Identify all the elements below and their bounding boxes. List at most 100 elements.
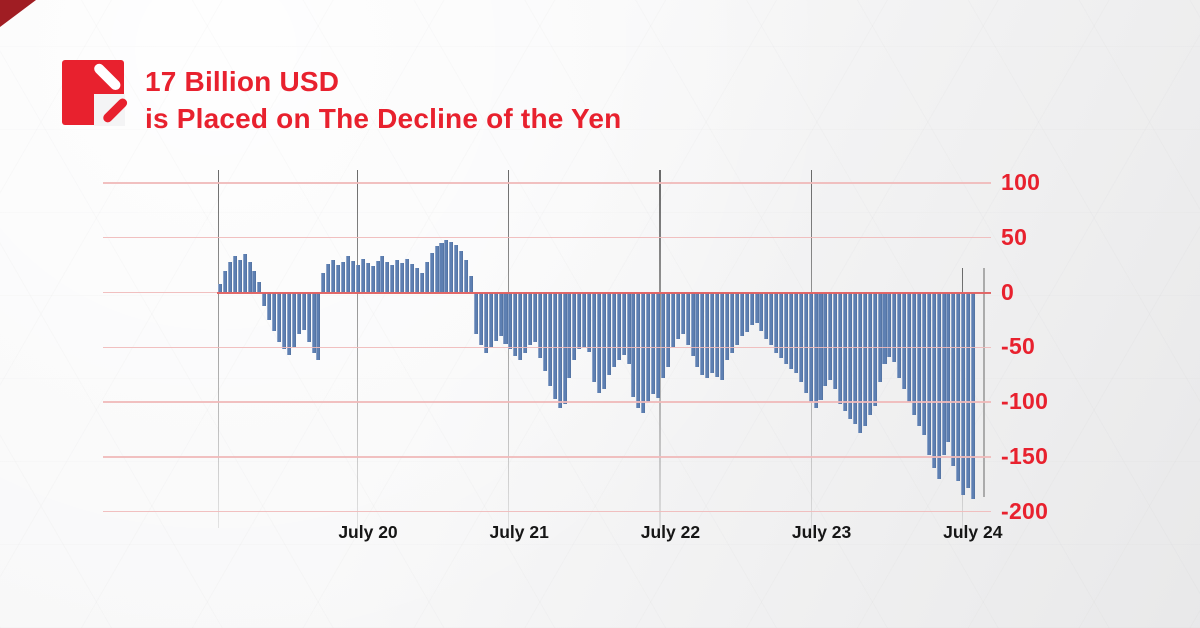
y-axis-tick-label: -150 (1001, 442, 1049, 469)
data-bar (912, 292, 917, 416)
y-gridline (103, 182, 991, 184)
data-bar (336, 265, 341, 293)
x-axis-tick-label: July 22 (640, 522, 701, 542)
data-bar (577, 292, 582, 350)
data-bar (759, 292, 764, 331)
data-bar (793, 292, 798, 373)
data-bar (419, 272, 424, 293)
data-bar (518, 292, 523, 361)
x-axis-tick-label: July 24 (943, 522, 1003, 542)
data-bar (734, 292, 739, 346)
data-bar (862, 292, 867, 427)
data-bar (779, 292, 784, 359)
y-gridline (103, 236, 991, 239)
data-bar (798, 292, 803, 383)
data-bar (724, 292, 729, 361)
data-bar (557, 292, 562, 408)
y-gridline (103, 456, 991, 458)
data-bar (611, 292, 616, 368)
data-bar (547, 292, 552, 386)
data-bar (877, 292, 882, 383)
data-bar (306, 292, 311, 342)
data-bar (528, 292, 533, 346)
y-axis-tick-label: 50 (1001, 223, 1028, 250)
data-bar (409, 264, 414, 293)
data-bar (267, 292, 272, 320)
data-bar (345, 256, 350, 293)
data-bar (400, 262, 405, 293)
data-bar (720, 292, 725, 381)
data-bar (769, 292, 774, 346)
data-bar (636, 292, 641, 408)
data-bar (454, 245, 459, 293)
data-bar (872, 292, 877, 407)
data-bar (616, 292, 621, 361)
data-bar (641, 292, 646, 414)
data-bar (700, 292, 705, 375)
data-bar (902, 292, 907, 389)
data-bar (296, 292, 301, 335)
data-bar (695, 292, 700, 368)
data-bar (788, 292, 793, 370)
data-bar (705, 292, 710, 378)
data-bar (660, 292, 666, 378)
data-bar (784, 292, 789, 364)
data-bar (434, 246, 439, 293)
day-gridline (217, 170, 219, 528)
data-bar (331, 259, 336, 293)
data-bar (291, 292, 296, 348)
data-bar (385, 261, 390, 293)
y-gridline (103, 510, 991, 513)
data-bar (651, 292, 656, 395)
y-axis-tick-label: 100 (1001, 168, 1041, 195)
data-bar (813, 292, 818, 408)
x-axis-tick-label: July 21 (489, 522, 549, 542)
data-bar (355, 265, 360, 293)
data-bar (715, 292, 720, 377)
data-bar (360, 258, 365, 293)
headline-line-1: 17 Billion USD (145, 66, 340, 97)
x-axis-tick-label: July 23 (791, 522, 852, 542)
data-bar (572, 292, 577, 361)
data-bar (803, 292, 808, 394)
data-bar (956, 292, 961, 481)
data-bar (961, 292, 966, 496)
data-bar (262, 292, 267, 306)
data-bar (227, 261, 232, 293)
y-gridline (103, 346, 991, 349)
data-bar (946, 292, 951, 442)
data-bar (665, 292, 670, 368)
data-bar (488, 292, 493, 348)
data-bar (897, 292, 902, 378)
data-bar (966, 292, 971, 488)
data-bar (542, 292, 547, 372)
data-bar (414, 268, 419, 293)
y-axis-tick-label: -50 (1001, 333, 1036, 360)
data-bar (429, 253, 434, 293)
data-bar (533, 292, 538, 342)
data-bar (582, 292, 587, 348)
data-bar (272, 292, 277, 331)
data-bar (587, 292, 592, 352)
data-bar (921, 292, 926, 435)
data-bar (567, 292, 572, 378)
data-bar (301, 292, 306, 330)
data-bar (405, 258, 410, 293)
data-bar (670, 292, 675, 348)
data-bar (936, 292, 941, 479)
data-bar (365, 262, 370, 293)
data-bar (459, 250, 464, 293)
data-bar (749, 292, 754, 326)
data-bar (478, 292, 483, 346)
data-bar (562, 292, 567, 405)
y-axis-tick-label: 0 (1001, 278, 1015, 305)
data-bar (311, 292, 316, 353)
data-bar (729, 292, 734, 353)
data-bar (326, 264, 331, 293)
data-bar (626, 292, 631, 364)
x-axis-tick-label: July 20 (338, 522, 398, 542)
data-bar (464, 259, 469, 293)
data-bar (537, 292, 542, 359)
data-bar (823, 292, 828, 386)
data-bar (232, 256, 237, 293)
